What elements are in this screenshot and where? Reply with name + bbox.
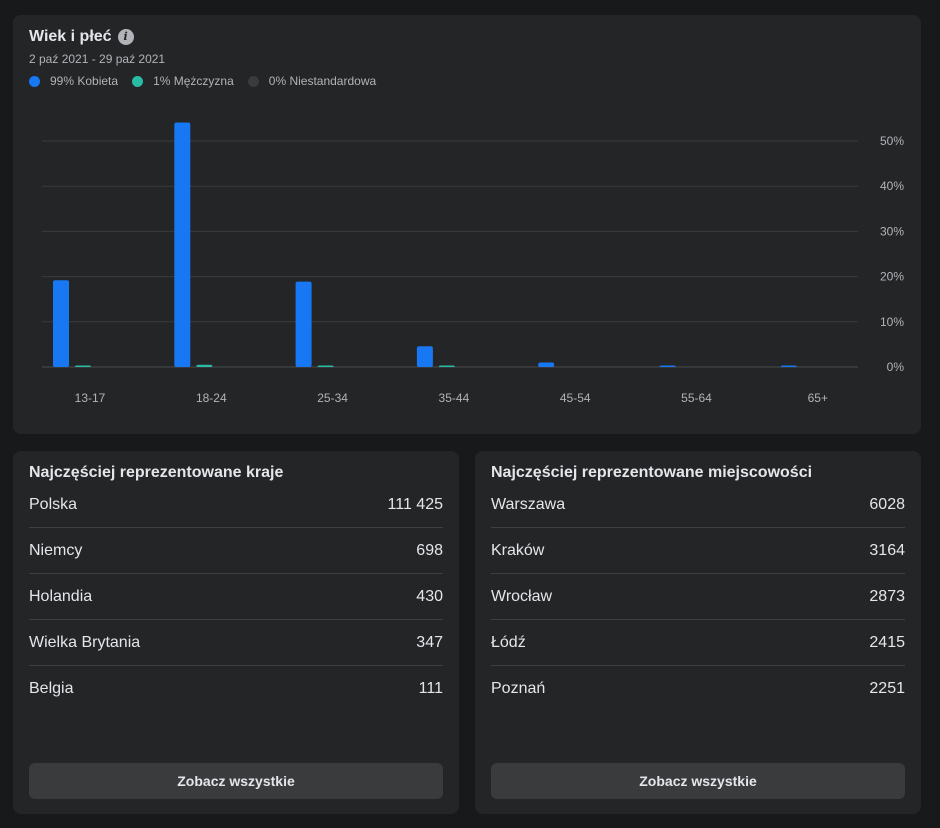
- list-item: Holandia 430: [29, 574, 443, 620]
- country-count: 111: [418, 680, 443, 697]
- y-tick-label: 20%: [880, 270, 904, 284]
- country-count: 698: [416, 541, 443, 559]
- list-item: Wielka Brytania 347: [29, 620, 443, 666]
- city-count: 2251: [869, 680, 905, 697]
- country-name: Belgia: [29, 680, 74, 697]
- list-item: Niemcy 698: [29, 528, 443, 574]
- legend-label-custom: 0% Niestandardowa: [268, 74, 377, 88]
- top-countries-card: Najczęściej reprezentowane kraje Polska 1…: [13, 451, 459, 814]
- y-tick-label: 40%: [880, 179, 904, 193]
- city-name: Poznań: [491, 680, 546, 697]
- legend-item-female: 99% Kobieta: [29, 74, 118, 88]
- age-gender-card: Wiek i płeć i 2 paź 2021 - 29 paź 2021 9…: [13, 15, 921, 434]
- info-icon[interactable]: i: [117, 29, 134, 45]
- country-name: Niemcy: [29, 541, 83, 559]
- legend-label-female: 99% Kobieta: [50, 74, 119, 88]
- list-item: Kraków 3164: [491, 528, 905, 574]
- legend-dot-custom: [247, 75, 259, 87]
- y-tick-label: 50%: [880, 134, 904, 148]
- see-all-countries-button[interactable]: Zobacz wszystkie: [29, 763, 443, 799]
- bar-kobieta-25-34: [295, 281, 312, 367]
- cities-list: Warszawa 6028 Kraków 3164 Wrocław 2873 Łódź…: [491, 482, 905, 712]
- country-count: 111 425: [387, 495, 443, 513]
- top-countries-title: Najczęściej reprezentowane kraje: [29, 464, 284, 481]
- y-tick-label: 30%: [880, 224, 904, 238]
- legend-item-custom: 0% Niestandardowa: [247, 74, 377, 88]
- bar-mężczyzna-18-24: [196, 364, 213, 367]
- bar-kobieta-55-64: [659, 365, 676, 367]
- country-count: 430: [416, 587, 443, 605]
- countries-list: Polska 111 425 Niemcy 698 Holandia 430 Wiel…: [29, 482, 443, 712]
- city-count: 2415: [869, 633, 905, 651]
- x-tick-label: 45-54: [560, 391, 591, 405]
- list-item: Wrocław 2873: [491, 574, 905, 620]
- x-tick-label: 25-34: [317, 391, 348, 405]
- x-tick-label: 65+: [808, 391, 828, 405]
- top-cities-card: Najczęściej reprezentowane miejscowości …: [475, 451, 921, 814]
- legend-dot-female: [29, 75, 40, 87]
- city-name: Łódź: [491, 633, 526, 651]
- bar-kobieta-13-17: [53, 280, 69, 367]
- x-tick-label: 18-24: [196, 391, 227, 405]
- city-name: Wrocław: [491, 587, 553, 605]
- date-range: 2 paź 2021 - 29 paź 2021: [29, 52, 166, 66]
- country-name: Wielka Brytania: [29, 633, 141, 651]
- x-tick-label: 55-64: [681, 391, 712, 405]
- city-name: Warszawa: [491, 495, 566, 513]
- country-name: Holandia: [29, 587, 93, 605]
- country-count: 347: [416, 633, 443, 651]
- age-gender-title: Wiek i płeć: [29, 28, 112, 45]
- legend-item-male: 1% Mężczyzna: [132, 74, 234, 88]
- bar-mężczyzna-13-17: [75, 365, 91, 367]
- city-count: 6028: [869, 495, 905, 513]
- bar-kobieta-35-44: [416, 346, 433, 367]
- see-all-cities-button[interactable]: Zobacz wszystkie: [491, 763, 905, 799]
- legend-label-male: 1% Mężczyzna: [153, 74, 234, 88]
- bar-mężczyzna-25-34: [317, 365, 334, 367]
- city-name: Kraków: [491, 541, 545, 559]
- bar-kobieta-45-54: [538, 362, 555, 367]
- age-gender-title-row: Wiek i płeć i: [29, 28, 134, 46]
- age-gender-bar-chart: 0% 10% 20% 30% 40% 50% 13-17 18-24 25-34 35-44 45-…: [42, 122, 905, 405]
- legend-dot-male: [132, 75, 144, 87]
- list-item: Poznań 2251: [491, 666, 905, 712]
- x-tick-label: 13-17: [75, 391, 106, 405]
- country-name: Polska: [29, 495, 78, 513]
- city-count: 2873: [869, 587, 905, 605]
- bar-mężczyzna-35-44: [438, 365, 455, 367]
- top-cities-title: Najczęściej reprezentowane miejscowości: [491, 464, 813, 481]
- list-item: Warszawa 6028: [491, 482, 905, 528]
- x-tick-label: 35-44: [439, 391, 470, 405]
- city-count: 3164: [869, 541, 905, 559]
- bar-kobieta-18-24: [174, 122, 191, 367]
- list-item: Łódź 2415: [491, 620, 905, 666]
- list-item: Polska 111 425: [29, 482, 443, 528]
- y-tick-label: 0%: [887, 360, 905, 374]
- list-item: Belgia 111: [29, 666, 443, 712]
- y-tick-label: 10%: [880, 315, 904, 329]
- chart-legend: 99% Kobieta 1% Mężczyzna 0% Niestandardo…: [29, 74, 376, 88]
- bar-kobieta-65+: [780, 365, 797, 367]
